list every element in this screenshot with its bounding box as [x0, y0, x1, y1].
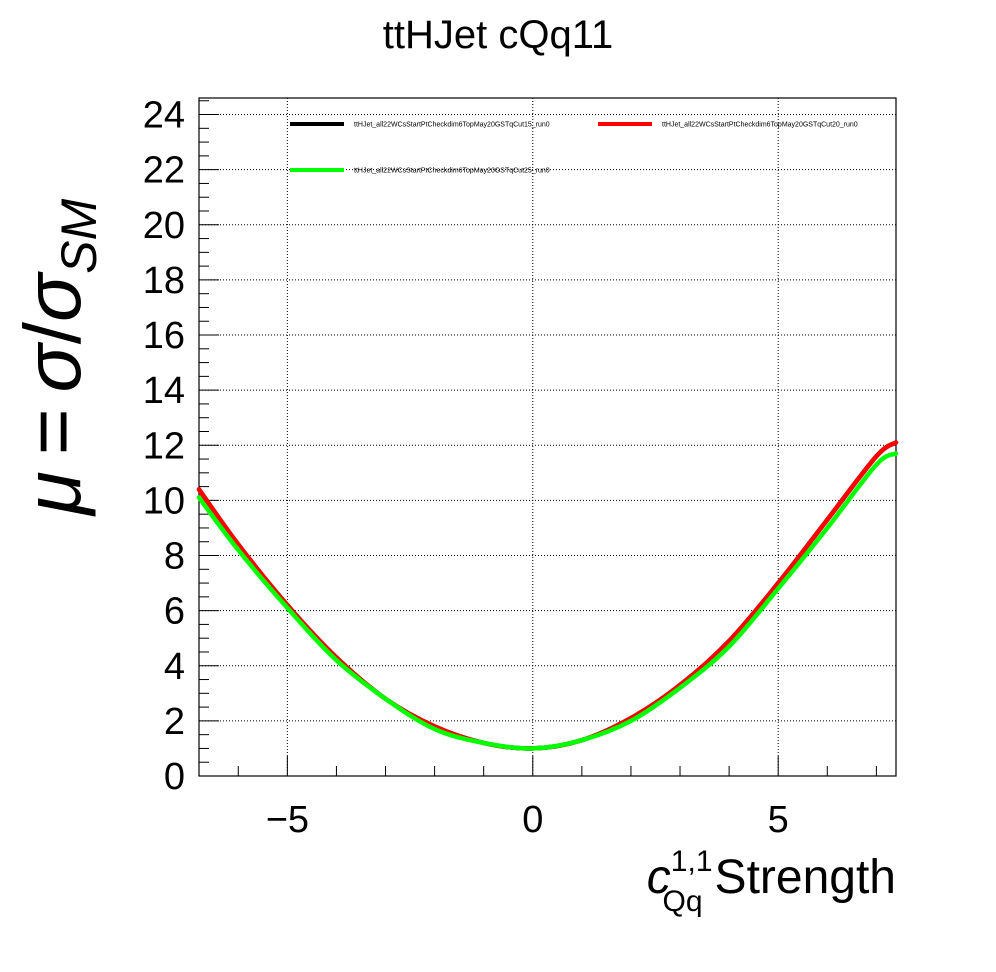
axis-ticks [199, 100, 877, 777]
y-axis-label-equals: = [8, 408, 97, 455]
y-tick-label: 12 [143, 425, 185, 467]
y-axis-label-mu: μ [8, 471, 97, 517]
y-tick-label: 6 [164, 591, 185, 633]
x-axis-label-subscript: Qq [663, 885, 703, 918]
y-axis-label-sigma-sm: σ [8, 271, 97, 322]
y-tick-label: 22 [143, 150, 185, 192]
x-axis-label-symbol: c [647, 851, 671, 904]
x-axis-label-superscript: 1,1 [671, 845, 713, 878]
x-tick-label: 5 [768, 799, 789, 841]
y-tick-label: 4 [164, 646, 185, 688]
y-tick-label: 0 [164, 756, 185, 798]
grid-lines [199, 98, 896, 776]
y-axis-label-slash: / [8, 321, 97, 344]
y-tick-label: 24 [143, 95, 185, 137]
chart-title: ttHJet cQq11 [383, 13, 613, 57]
y-axis-label: μ=σ/σSM [8, 198, 107, 517]
series-line-1 [196, 440, 899, 751]
series-line-2 [196, 440, 899, 751]
y-tick-label: 2 [164, 701, 185, 743]
y-tick-label: 8 [164, 536, 185, 578]
legend-label-2: ttHJet_all22WCsStartPtCheckdim6TopMay20G… [662, 122, 858, 129]
legend: ttHJet_all22WCsStartPtCheckdim6TopMay20G… [290, 122, 858, 175]
x-axis-label: c1,1 Qq Strength [647, 845, 896, 918]
series-line-3 [196, 451, 899, 751]
y-axis-label-subscript: SM [51, 198, 107, 273]
svg-text:μ=σ/σSM: μ=σ/σSM [8, 198, 107, 517]
y-tick-label: 18 [143, 260, 185, 302]
x-tick-label: −5 [266, 799, 309, 841]
x-tick-label: 0 [522, 799, 543, 841]
y-tick-label: 16 [143, 315, 185, 357]
y-axis-label-sigma: σ [8, 341, 97, 392]
plot-frame [198, 97, 897, 777]
x-axis-label-text: Strength [715, 851, 896, 904]
legend-label-1: ttHJet_all22WCsStartPtCheckdim6TopMay20G… [354, 122, 550, 129]
legend-label-3: ttHJet_all22WCsStartPtCheckdim6TopMay20G… [354, 168, 550, 175]
y-tick-label: 20 [143, 205, 185, 247]
series-lines [196, 440, 899, 751]
y-tick-label: 10 [143, 480, 185, 522]
y-tick-label: 14 [143, 370, 185, 412]
